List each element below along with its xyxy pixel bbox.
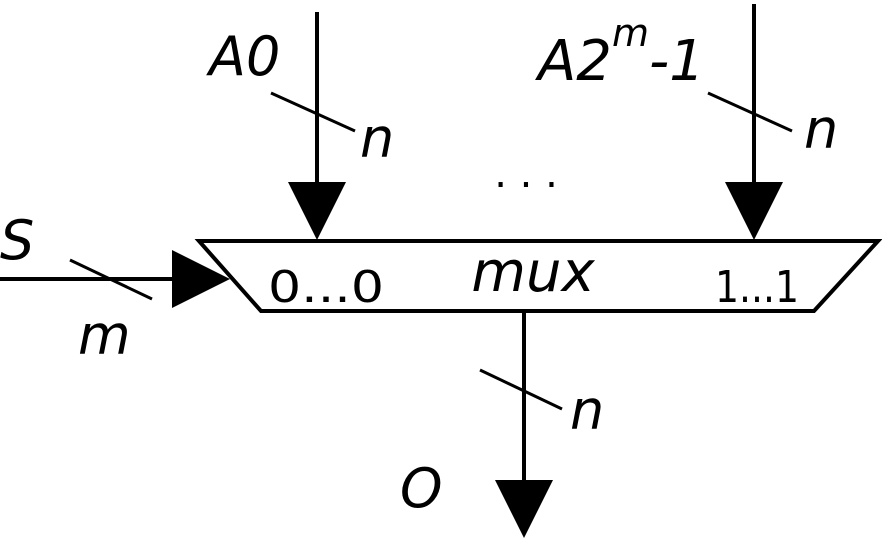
input-a0-bus: [270, 12, 356, 240]
inputs-ellipsis: . . .: [494, 151, 558, 197]
select-width-label: m: [78, 304, 131, 367]
input-a0-width-label: n: [360, 107, 394, 170]
input-index-first: 0...0: [268, 262, 384, 313]
output-arrowhead: [495, 480, 553, 538]
select-bus-width-tick: [69, 258, 153, 301]
select-label: S: [0, 209, 34, 272]
input-last-label: A2m-1: [535, 11, 705, 94]
input-a0-label: A0: [206, 25, 280, 88]
input-last-label-suffix: -1: [649, 29, 705, 94]
select-bus: [0, 250, 230, 308]
output-label: O: [400, 457, 443, 520]
output-width-label: n: [570, 379, 604, 442]
input-last-label-base: A2: [535, 29, 612, 94]
input-index-last: 1...1: [715, 262, 799, 313]
input-last-label-superscript: m: [612, 11, 649, 55]
mux-label: mux: [471, 240, 595, 305]
select-arrowhead: [172, 250, 230, 308]
mux-body: [194, 239, 882, 313]
input-a0-arrowhead: [288, 182, 346, 240]
input-last-bus-width-tick: [707, 91, 793, 133]
input-last-arrowhead: [725, 182, 783, 240]
input-a0-bus-width-tick: [270, 91, 356, 133]
input-last-bus: [707, 4, 793, 240]
output-bus-width-tick: [479, 368, 563, 411]
output-bus: [479, 311, 563, 538]
input-last-width-label: n: [804, 98, 838, 161]
